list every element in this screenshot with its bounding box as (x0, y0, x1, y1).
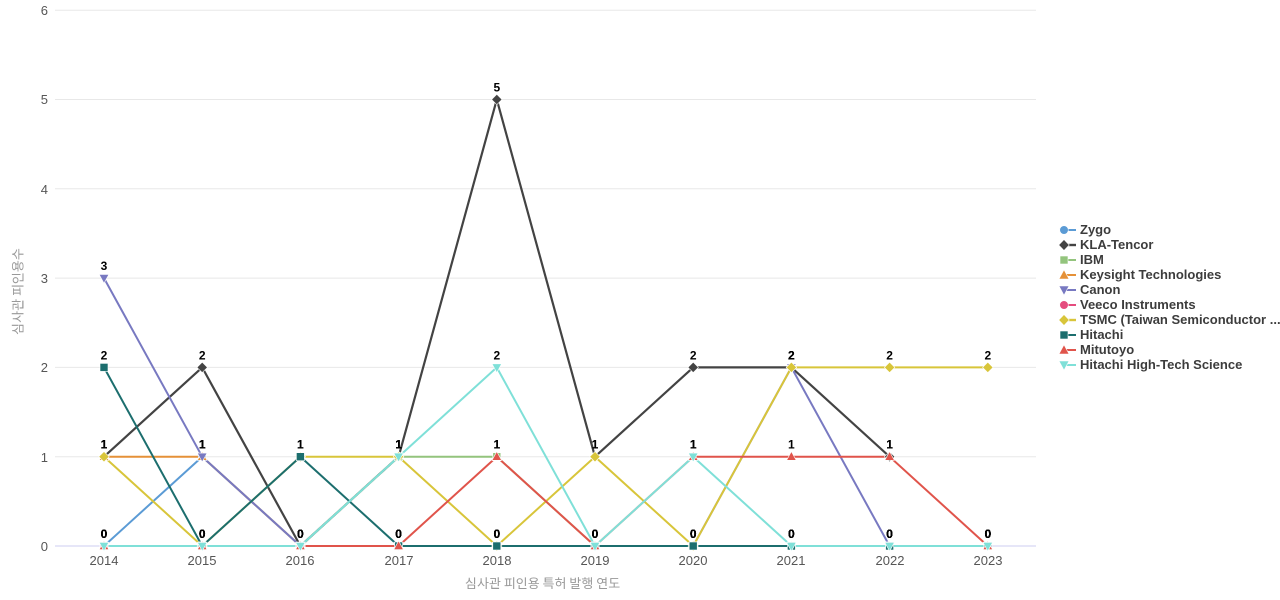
svg-text:1: 1 (199, 438, 206, 452)
svg-text:1: 1 (297, 438, 304, 452)
svg-text:2: 2 (886, 348, 893, 362)
svg-text:0: 0 (886, 527, 893, 541)
svg-text:0: 0 (493, 527, 500, 541)
svg-text:2: 2 (788, 348, 795, 362)
svg-text:2: 2 (493, 348, 500, 362)
svg-text:0: 0 (199, 527, 206, 541)
svg-text:1: 1 (788, 438, 795, 452)
svg-text:1: 1 (886, 438, 893, 452)
svg-text:0: 0 (984, 527, 991, 541)
svg-text:2: 2 (984, 348, 991, 362)
svg-text:1: 1 (101, 438, 108, 452)
svg-text:1: 1 (395, 438, 402, 452)
svg-text:5: 5 (493, 81, 500, 95)
svg-text:2: 2 (690, 348, 697, 362)
svg-text:0: 0 (297, 527, 304, 541)
svg-text:1: 1 (493, 438, 500, 452)
svg-text:0: 0 (101, 527, 108, 541)
svg-text:2: 2 (101, 348, 108, 362)
svg-text:1: 1 (690, 438, 697, 452)
svg-text:0: 0 (690, 527, 697, 541)
svg-text:0: 0 (395, 527, 402, 541)
svg-text:0: 0 (592, 527, 599, 541)
svg-text:2: 2 (199, 348, 206, 362)
svg-text:0: 0 (788, 527, 795, 541)
svg-text:3: 3 (101, 259, 108, 273)
svg-text:1: 1 (592, 438, 599, 452)
